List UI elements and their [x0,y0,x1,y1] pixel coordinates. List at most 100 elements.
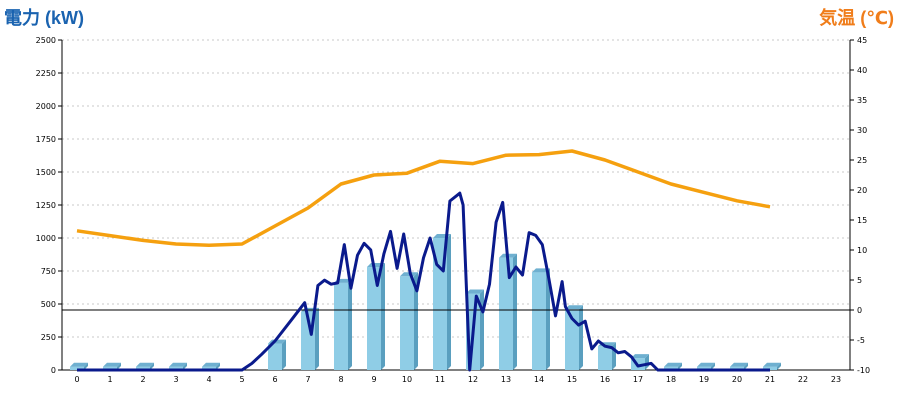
right-tick-label: 25 [857,156,867,165]
power-bar-top [631,354,649,359]
power-bar-top [466,289,484,294]
x-tick-label: 3 [173,375,178,384]
power-bar [169,366,183,370]
right-tick-label: 10 [857,246,867,255]
left-tick-label: 1250 [36,201,56,210]
power-bar-side [777,362,781,370]
left-tick-label: 250 [41,333,56,342]
x-tick-label: 1 [107,375,112,384]
power-bar-side [513,253,517,370]
power-bar [400,276,414,370]
power-bar-top [169,362,187,367]
left-tick-label: 1500 [36,168,56,177]
right-tick-label: 15 [857,216,867,225]
power-bar-side [216,362,220,370]
power-bar [268,343,282,370]
power-bar-top [565,305,583,310]
power-bar-side [678,362,682,370]
power-bar-top [763,362,781,367]
power-bar [136,366,150,370]
x-tick-label: 13 [501,375,511,384]
power-bar-top [103,362,121,367]
power-bar [334,282,348,370]
power-bar-side [447,234,451,370]
x-tick-label: 14 [534,375,544,384]
left-tick-label: 1750 [36,135,56,144]
x-tick-label: 19 [699,375,709,384]
power-bar [664,366,678,370]
x-tick-label: 7 [305,375,310,384]
x-tick-label: 4 [206,375,211,384]
x-tick-label: 0 [74,375,79,384]
left-tick-label: 2500 [36,36,56,45]
x-tick-label: 20 [732,375,742,384]
x-tick-label: 23 [831,375,841,384]
temperature-series-line [76,149,771,247]
x-tick-label: 21 [765,375,775,384]
power-bar-side [84,362,88,370]
power-bar-top [70,362,88,367]
x-tick-label: 9 [371,375,376,384]
power-bar-side [579,305,583,370]
power-bar-side [645,354,649,370]
power-series-line [77,191,770,372]
power-bar-side [480,289,484,370]
x-tick-label: 2 [140,375,145,384]
power-bar-top [664,362,682,367]
right-tick-label: 30 [857,126,867,135]
x-tick-label: 17 [633,375,643,384]
right-tick-label: 40 [857,66,867,75]
x-tick-label: 6 [272,375,277,384]
left-tick-label: 0 [51,366,56,375]
right-tick-label: 5 [857,276,862,285]
power-bar-side [744,362,748,370]
power-bar-side [348,278,352,370]
right-tick-label: -10 [857,366,870,375]
x-tick-label: 15 [567,375,577,384]
power-bar-side [381,263,385,370]
power-bar-top [532,268,550,273]
power-bar-top [136,362,154,367]
power-bar [763,366,777,370]
x-tick-label: 16 [600,375,610,384]
left-tick-label: 750 [41,267,56,276]
x-tick-label: 22 [798,375,808,384]
power-bar-side [150,362,154,370]
left-tick-label: 2250 [36,69,56,78]
power-bar-side [546,268,550,370]
left-tick-label: 1000 [36,234,56,243]
power-bar-side [117,362,121,370]
power-bar [565,309,579,370]
power-bar [70,366,84,370]
power-bar-side [612,342,616,370]
power-bar-top [730,362,748,367]
right-tick-label: 0 [857,306,862,315]
right-axis-title: 気温 (℃) [819,8,894,28]
x-tick-label: 11 [435,375,445,384]
power-bar-top [202,362,220,367]
power-bar [367,267,381,370]
x-tick-label: 5 [239,375,244,384]
power-bar [598,346,612,370]
power-bar [697,366,711,370]
power-bar-side [315,307,319,370]
right-tick-label: -5 [857,336,865,345]
x-tick-label: 18 [666,375,676,384]
power-bar-top [697,362,715,367]
left-axis-title: 電力 (kW) [4,8,84,28]
power-bar [499,257,513,370]
right-tick-label: 20 [857,186,867,195]
x-tick-label: 12 [468,375,478,384]
power-bar-side [414,272,418,370]
power-bar-side [183,362,187,370]
power-bar [532,272,546,370]
x-tick-label: 8 [338,375,343,384]
power-bar [103,366,117,370]
left-tick-label: 2000 [36,102,56,111]
power-bar [730,366,744,370]
power-bar [202,366,216,370]
x-tick-label: 10 [402,375,412,384]
right-tick-label: 45 [857,36,867,45]
power-bar-side [711,362,715,370]
